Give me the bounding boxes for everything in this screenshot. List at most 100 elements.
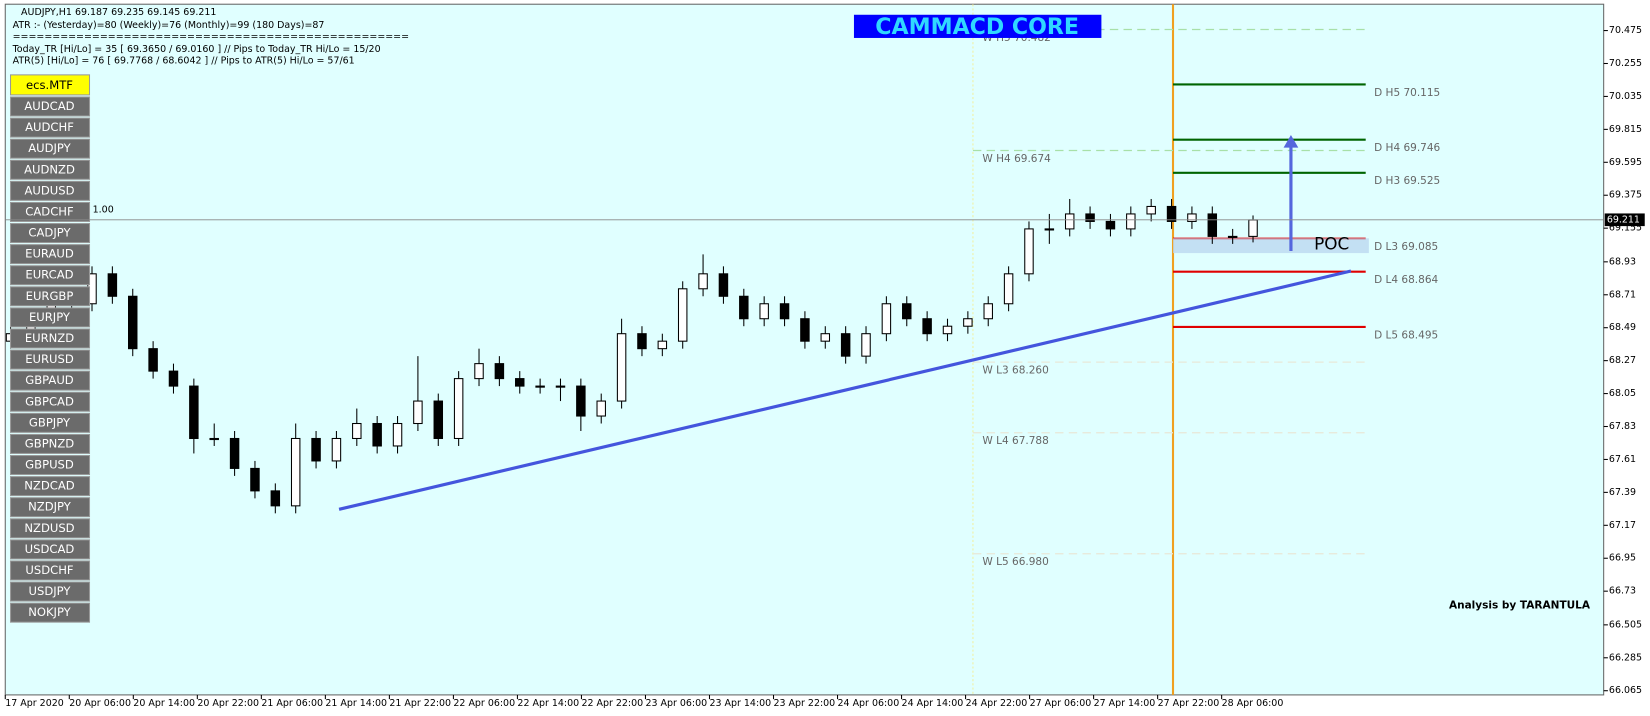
x-tick-label: 21 Apr 22:00: [389, 698, 451, 709]
symbol-label[interactable]: NZDCAD: [24, 479, 74, 493]
symbol-label[interactable]: AUDUSD: [24, 183, 74, 197]
y-tick-label: 68.93: [1609, 256, 1636, 267]
level-label: W L5 66.980: [982, 556, 1048, 568]
banner: [853, 14, 1102, 38]
y-tick-label: 66.73: [1609, 586, 1636, 597]
x-tick-label: 23 Apr 06:00: [645, 698, 707, 709]
symbol-button[interactable]: [10, 412, 91, 433]
symbol-label[interactable]: GBPNZD: [25, 436, 74, 450]
symbol-label[interactable]: AUDJPY: [28, 141, 71, 155]
symbol-label[interactable]: GBPJPY: [29, 415, 71, 429]
x-tick-label: 22 Apr 22:00: [581, 698, 643, 709]
candle-body: [800, 318, 810, 342]
x-tick-label: 23 Apr 14:00: [709, 698, 771, 709]
candle-body: [1044, 228, 1055, 231]
banner-text: CAMMACD CORE: [875, 14, 1079, 40]
x-tick-label: 17 Apr 2020: [5, 698, 64, 709]
symbol-button[interactable]: [10, 581, 91, 602]
symbol-label[interactable]: GBPCAD: [25, 394, 74, 408]
symbol-label[interactable]: EURCAD: [25, 268, 73, 282]
symbol-button[interactable]: [10, 455, 91, 476]
symbol-label[interactable]: EURNZD: [25, 331, 74, 345]
symbol-label[interactable]: USDCHF: [25, 563, 73, 577]
candle-body: [392, 422, 403, 447]
header-line: Today_TR [Hi/Lo] = 35 [ 69.3650 / 69.016…: [12, 44, 381, 55]
symbol-label[interactable]: NZDUSD: [24, 521, 74, 535]
symbol-button[interactable]: [10, 117, 91, 138]
candle-body: [963, 318, 973, 327]
y-tick-label: 70.035: [1609, 91, 1642, 102]
candle-body: [637, 333, 647, 350]
symbol-button[interactable]: [10, 244, 91, 265]
symbol-label[interactable]: NZDJPY: [28, 500, 72, 514]
symbol-button[interactable]: [10, 201, 91, 222]
symbol-label[interactable]: CADJPY: [28, 226, 71, 240]
candle-body: [555, 385, 566, 388]
candle-body: [331, 437, 342, 462]
symbol-button[interactable]: [10, 265, 91, 286]
y-tick-label: 67.17: [1609, 520, 1636, 531]
symbol-button[interactable]: [10, 349, 91, 370]
symbol-label[interactable]: GBPUSD: [25, 458, 74, 472]
candle-body: [840, 333, 851, 357]
symbol-label[interactable]: EURGBP: [26, 289, 74, 303]
y-tick-label: 70.475: [1609, 25, 1642, 36]
candle-body: [942, 325, 953, 335]
candle-body: [433, 400, 444, 440]
symbol-button[interactable]: [10, 180, 91, 201]
panel-title-box: [10, 74, 91, 96]
symbol-button[interactable]: [10, 96, 91, 117]
x-tick-label: 27 Apr 06:00: [1030, 698, 1092, 709]
symbol-button[interactable]: [10, 223, 91, 244]
symbol-button[interactable]: [10, 560, 91, 581]
candle-body: [922, 318, 932, 335]
arrow-head: [1283, 134, 1299, 148]
candle-body: [1024, 228, 1034, 275]
candle-body: [902, 303, 912, 320]
candle-body: [352, 422, 362, 440]
x-tick-label: 24 Apr 06:00: [838, 698, 900, 709]
x-tick-label: 27 Apr 14:00: [1094, 698, 1156, 709]
symbol-button[interactable]: [10, 476, 91, 497]
symbol-button[interactable]: [10, 328, 91, 349]
symbol-button[interactable]: [10, 518, 91, 539]
symbol-label[interactable]: USDCAD: [25, 542, 75, 556]
y-tick-label: 69.375: [1609, 190, 1642, 201]
candle-body: [1085, 213, 1095, 222]
candle-body: [820, 333, 831, 342]
symbol-button[interactable]: [10, 602, 91, 623]
x-tick-label: 20 Apr 14:00: [133, 698, 195, 709]
symbol-label[interactable]: EURUSD: [25, 352, 74, 366]
current-price-box: [1604, 213, 1645, 227]
symbol-label[interactable]: AUDNZD: [24, 162, 75, 176]
symbol-label[interactable]: GBPAUD: [25, 373, 74, 387]
symbol-button[interactable]: [10, 497, 91, 518]
symbol-label[interactable]: AUDCHF: [25, 120, 74, 134]
symbol-label[interactable]: CADCHF: [25, 204, 73, 218]
symbol-label[interactable]: EURJPY: [29, 310, 71, 324]
y-tick-label: 66.065: [1609, 685, 1642, 696]
candle-body: [759, 303, 769, 320]
x-tick-label: 20 Apr 22:00: [197, 698, 259, 709]
y-tick-label: 69.155: [1609, 223, 1642, 234]
x-tick-label: 22 Apr 14:00: [517, 698, 579, 709]
symbol-button[interactable]: [10, 307, 91, 328]
poc-label: POC: [1314, 234, 1349, 254]
symbol-button[interactable]: [10, 370, 91, 391]
x-tick-label: 22 Apr 06:00: [453, 698, 515, 709]
candle-body: [107, 273, 118, 297]
symbol-label[interactable]: USDJPY: [29, 584, 72, 598]
symbol-label[interactable]: AUDCAD: [24, 99, 74, 113]
symbol-button[interactable]: [10, 539, 91, 560]
symbol-label[interactable]: NOKJPY: [28, 605, 71, 619]
symbol-button[interactable]: [10, 286, 91, 307]
candle-body: [861, 333, 871, 357]
symbol-button[interactable]: [10, 433, 91, 454]
symbol-button[interactable]: [10, 391, 91, 412]
symbol-label[interactable]: EURAUD: [25, 247, 74, 261]
symbol-button[interactable]: [10, 159, 91, 180]
y-tick-label: 67.39: [1609, 487, 1636, 498]
symbol-button[interactable]: [10, 138, 91, 159]
candle-body: [576, 385, 586, 417]
